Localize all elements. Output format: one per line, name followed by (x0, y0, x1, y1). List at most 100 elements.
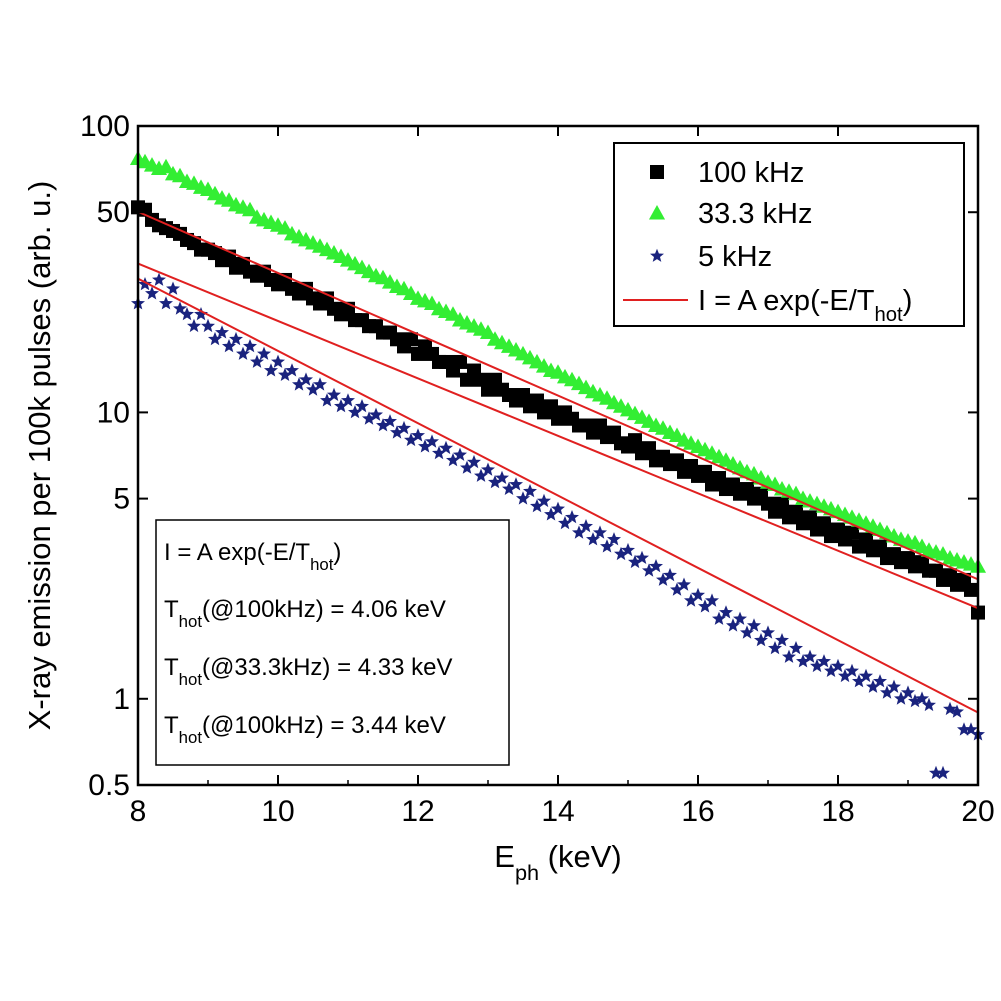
data-point (243, 339, 257, 353)
data-point (607, 425, 621, 440)
series-layer (129, 150, 987, 780)
data-point (222, 339, 236, 353)
data-point (348, 405, 362, 419)
data-point (887, 679, 901, 693)
data-point (523, 484, 537, 498)
data-point (495, 470, 509, 484)
annotation-frame (155, 519, 510, 766)
data-point (152, 272, 166, 286)
data-point (194, 307, 208, 321)
fit-line (137, 210, 979, 581)
data-point (782, 649, 796, 663)
data-point (341, 393, 355, 407)
x-tick-label: 14 (541, 795, 574, 828)
data-point (376, 418, 390, 432)
data-point (579, 519, 593, 533)
data-point (915, 691, 929, 705)
annotation-line: Thot(@100kHz) = 4.06 keV (164, 596, 446, 631)
data-point (481, 462, 495, 476)
data-point (719, 605, 733, 619)
data-point (943, 701, 957, 716)
data-point (166, 281, 180, 295)
data-point (453, 354, 467, 369)
y-tick-label: 50 (97, 196, 130, 229)
data-point (313, 377, 327, 391)
x-tick-label: 16 (681, 795, 714, 828)
data-point (479, 324, 497, 340)
data-point (271, 354, 285, 368)
x-tick-label: 8 (130, 795, 147, 828)
data-point (355, 399, 369, 413)
data-point (614, 546, 628, 561)
data-point (852, 674, 866, 688)
data-point (425, 434, 439, 448)
data-point (488, 475, 502, 489)
data-point (320, 393, 334, 407)
legend-label: 100 kHz (698, 157, 804, 189)
data-point (187, 318, 201, 333)
data-point (936, 765, 950, 780)
data-point (642, 563, 656, 577)
data-point (516, 388, 530, 403)
data-point (544, 507, 558, 521)
y-tick-label: 1 (113, 683, 130, 716)
data-point (474, 468, 488, 482)
data-point (418, 439, 432, 453)
series-33-3-khz (129, 150, 987, 573)
data-point (964, 582, 978, 597)
data-point (775, 633, 789, 647)
data-point (810, 658, 824, 673)
data-point (544, 399, 558, 414)
data-point (845, 663, 859, 677)
data-point (929, 765, 943, 780)
data-point (138, 277, 152, 291)
data-point (873, 539, 887, 554)
data-point (740, 625, 754, 639)
data-point (299, 372, 313, 386)
data-point (642, 441, 656, 456)
data-point (859, 532, 873, 547)
x-tick-label: 20 (961, 795, 994, 828)
data-point (404, 332, 418, 347)
data-point (705, 593, 719, 607)
data-point (908, 693, 922, 708)
annotation-box: I = A exp(-E/Thot) Thot(@100kHz) = 4.06 k… (155, 519, 510, 766)
x-tick-label: 10 (261, 795, 294, 828)
data-point (157, 158, 175, 174)
data-point (691, 587, 705, 602)
data-point (201, 318, 215, 333)
data-point (285, 363, 299, 377)
data-point (698, 599, 712, 613)
data-point (467, 454, 481, 469)
data-point (565, 510, 579, 524)
data-point (171, 167, 189, 183)
data-point (957, 722, 971, 736)
data-point (866, 679, 880, 693)
data-point (306, 382, 320, 396)
data-point (593, 525, 607, 539)
fit-lines-layer (137, 210, 979, 714)
fit-line (137, 262, 979, 610)
y-tick-label: 5 (113, 483, 130, 516)
data-point (621, 542, 635, 557)
data-point (586, 532, 600, 546)
data-point (444, 306, 462, 321)
data-point (530, 393, 544, 408)
data-point (824, 663, 838, 677)
data-point (229, 331, 243, 346)
data-point (733, 611, 747, 625)
legend-label: 5 kHz (698, 241, 772, 273)
data-point (768, 641, 782, 655)
data-point (712, 611, 726, 625)
data-point (859, 668, 873, 683)
x-tick-label: 12 (401, 795, 434, 828)
data-point (369, 407, 383, 421)
data-point (880, 685, 894, 699)
data-point (817, 654, 831, 668)
data-point (831, 658, 845, 673)
data-point (803, 649, 817, 663)
data-point (292, 377, 306, 391)
data-point (208, 331, 222, 346)
data-point (334, 399, 348, 413)
data-point (789, 504, 803, 519)
